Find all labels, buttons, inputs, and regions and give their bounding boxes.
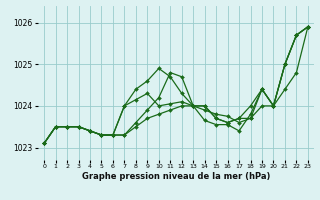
X-axis label: Graphe pression niveau de la mer (hPa): Graphe pression niveau de la mer (hPa): [82, 172, 270, 181]
